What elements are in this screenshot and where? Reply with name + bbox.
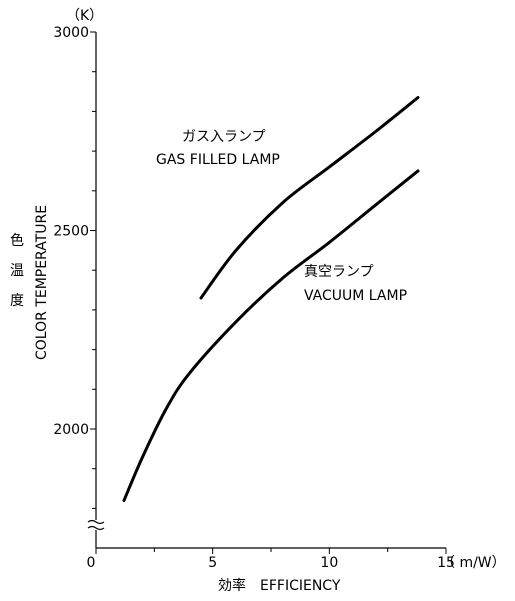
y-axis-break-mark-1 <box>87 519 105 525</box>
y-tick-label: 3000 <box>53 25 89 41</box>
axis-ticks: 2000 2500 3000 0 5 10 15 <box>53 25 455 571</box>
y-axis-label-cjk-1: 色 <box>10 232 24 249</box>
series-label-gas-en: GAS FILLED LAMP <box>156 152 280 168</box>
y-axis-label: COLOR TEMPERATURE <box>34 205 50 360</box>
series-label-vacuum-en: VACUUM LAMP <box>304 288 407 304</box>
vacuum-lamp-curve <box>122 169 420 502</box>
x-tick-label: 5 <box>208 555 217 571</box>
x-tick-label: 0 <box>87 555 96 571</box>
x-unit-label: （ m/W） <box>441 555 506 571</box>
y-axis-break-mark-2 <box>87 525 105 531</box>
y-axis-label-cjk-2: 温 <box>10 263 24 279</box>
y-tick-label: 2000 <box>53 422 89 438</box>
gas-filled-lamp-curve <box>199 96 420 300</box>
x-tick-label: 10 <box>320 555 338 571</box>
y-axis-label-cjk-3: 度 <box>10 293 24 309</box>
x-tick-label: 15 <box>437 555 455 571</box>
x-axis-label: 効率 EFFICIENCY <box>218 577 341 594</box>
series-label-gas-ja: ガス入ランプ <box>182 129 266 145</box>
series-label-vacuum-ja: 真空ランプ <box>304 264 374 280</box>
y-tick-label: 2500 <box>53 224 89 240</box>
y-unit-label: （K） <box>66 8 103 24</box>
curves <box>122 96 420 502</box>
